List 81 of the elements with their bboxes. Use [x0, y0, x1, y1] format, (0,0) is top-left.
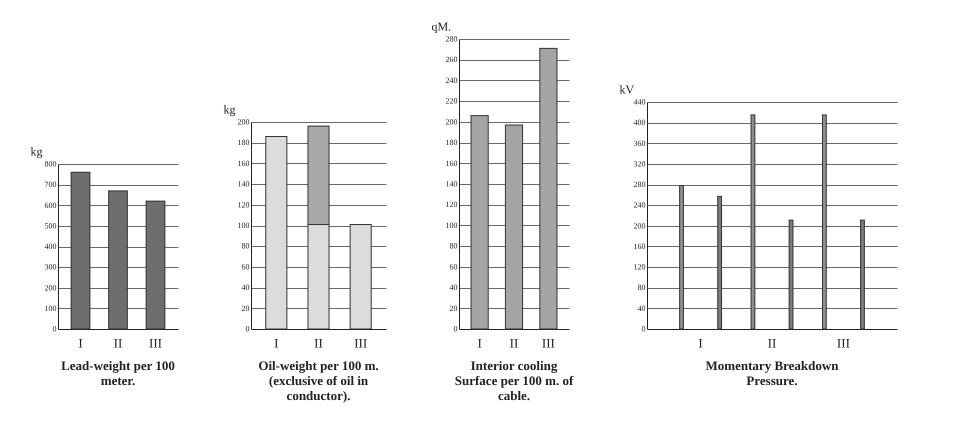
y-tick-label: 0 — [642, 324, 646, 334]
x-tick-label: I — [477, 336, 482, 350]
x-tick-label: III — [542, 336, 555, 350]
x-tick-label: II — [510, 336, 518, 350]
y-tick-label: 300 — [44, 262, 56, 272]
y-tick-label: 200 — [44, 283, 56, 292]
y-tick-label: 700 — [44, 180, 56, 190]
x-tick-label: I — [78, 336, 83, 350]
y-tick-label: 160 — [238, 158, 250, 168]
y-tick-label: 60 — [242, 262, 250, 272]
y-tick-label: 80 — [450, 242, 458, 251]
y-axis-title: qM. — [432, 20, 452, 34]
bar — [788, 220, 794, 330]
x-tick-label: II — [114, 336, 122, 350]
bar — [350, 224, 372, 330]
y-tick-label: 440 — [634, 98, 646, 106]
y-tick-label: 260 — [446, 55, 458, 64]
x-tick-label: III — [836, 336, 850, 350]
y-tick-label: 180 — [238, 138, 250, 148]
x-tick-label: II — [768, 336, 776, 350]
y-tick-label: 0 — [52, 324, 56, 334]
y-tick-label: 0 — [454, 324, 458, 334]
y-tick-label: 500 — [44, 221, 56, 230]
y-tick-label: 0 — [246, 324, 250, 334]
y-tick-label: 40 — [242, 283, 250, 292]
y-tick-label: 100 — [238, 221, 250, 230]
bar — [70, 172, 90, 330]
x-tick-label: I — [698, 336, 703, 350]
y-tick-label: 120 — [634, 262, 646, 272]
text: Momentary Breakdown Pressure. — [705, 358, 840, 388]
y-tick-label: 40 — [450, 283, 458, 292]
bar — [265, 136, 288, 330]
y-tick-label: 800 — [44, 160, 56, 168]
y-tick-label: 200 — [634, 221, 646, 230]
y-tick-label: 400 — [634, 118, 646, 128]
y-tick-label: 120 — [238, 200, 250, 210]
y-axis-title: kV — [620, 82, 634, 96]
y-tick-label: 280 — [634, 180, 646, 190]
y-tick-label: 180 — [446, 138, 458, 148]
y-tick-label: 220 — [446, 96, 458, 106]
y-axis-title: kg — [224, 102, 236, 116]
bar — [504, 124, 524, 330]
text: Interior cooling Surface per 100 m. of cable. — [454, 358, 574, 403]
bar — [470, 115, 489, 330]
bar — [146, 200, 166, 330]
y-tick-label: 360 — [634, 138, 646, 148]
y-tick-label: 80 — [638, 283, 646, 292]
y-tick-label: 140 — [446, 180, 458, 188]
y-tick-label: 80 — [242, 242, 250, 251]
y-axis-title: kg — [30, 144, 42, 158]
y-tick-label: 240 — [634, 200, 646, 210]
y-tick-label: 600 — [44, 200, 56, 210]
bar — [108, 190, 128, 330]
bar — [750, 114, 756, 330]
bar — [860, 220, 865, 330]
x-tick-label: III — [354, 336, 368, 350]
y-tick-label: 400 — [44, 242, 56, 251]
y-tick-label: 160 — [634, 242, 646, 251]
x-tick-label: I — [274, 336, 278, 350]
y-tick-label: 60 — [450, 262, 458, 272]
text: Lead-weight per 100 meter. — [61, 358, 175, 388]
bar — [717, 196, 722, 330]
bar — [679, 185, 684, 330]
x-tick-label: II — [314, 336, 323, 350]
y-tick-label: 120 — [446, 200, 458, 210]
bar — [539, 48, 558, 330]
y-tick-label: 140 — [238, 180, 250, 189]
text: Oil-weight per 100 m. (exclusive of oil in conductor). — [258, 358, 379, 403]
y-tick-label: 320 — [634, 159, 646, 168]
y-tick-label: 20 — [450, 304, 458, 313]
y-tick-label: 240 — [446, 76, 458, 85]
y-tick-label: 280 — [446, 34, 458, 44]
y-tick-label: 160 — [446, 158, 458, 168]
y-tick-label: 40 — [638, 304, 646, 313]
y-tick-label: 20 — [242, 304, 250, 313]
y-tick-label: 200 — [238, 118, 250, 126]
bar — [822, 114, 827, 330]
x-tick-label: III — [149, 336, 162, 350]
y-tick-label: 100 — [44, 304, 56, 313]
y-tick-label: 200 — [446, 117, 458, 126]
y-tick-label: 100 — [446, 220, 458, 230]
